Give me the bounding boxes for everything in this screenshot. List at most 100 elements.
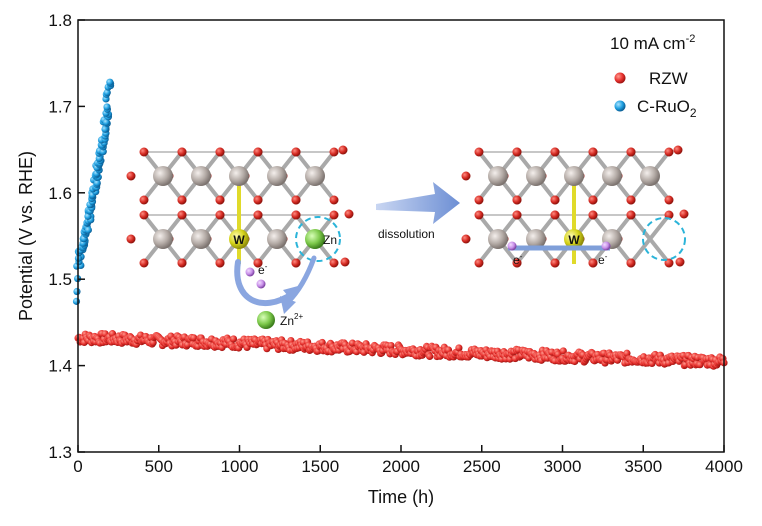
metal-atom	[153, 166, 173, 186]
zn-label: Zn	[323, 233, 337, 247]
metal-atom	[267, 229, 287, 249]
oxygen-atom	[344, 209, 354, 219]
dissolution-arrow	[376, 182, 460, 224]
zn-ion-sup: 2+	[294, 312, 303, 321]
oxygen-atom	[512, 147, 522, 157]
oxygen-atom	[512, 258, 522, 268]
inset-illustration: W Zn W dissolution Zn2+ e- e- e-	[126, 145, 689, 329]
metal-atom	[640, 166, 660, 186]
ruo2-point	[73, 287, 81, 296]
metal-atom	[267, 166, 287, 186]
oxygen-atom	[139, 258, 149, 268]
electron-sup: -	[520, 252, 523, 261]
oxygen-atom	[291, 258, 301, 268]
rzw-point	[183, 341, 192, 349]
oxygen-atom	[215, 147, 225, 157]
oxygen-atom	[177, 210, 187, 220]
lattice-before: W Zn	[126, 145, 354, 268]
y-tick-label: 1.7	[48, 97, 72, 116]
ruo2-point	[102, 118, 110, 126]
oxygen-atom	[177, 258, 187, 268]
legend-ruo2-label: C-RuO2	[637, 97, 697, 120]
oxygen-atom	[474, 147, 484, 157]
legend-title-sup: -2	[686, 33, 696, 45]
ruo2-point	[93, 179, 101, 187]
oxygen-atom	[253, 195, 263, 205]
oxygen-atom	[512, 195, 522, 205]
oxygen-atom	[588, 258, 598, 268]
zn-ion-sphere	[257, 311, 275, 329]
electron-sup: -	[265, 262, 268, 271]
oxygen-atom	[679, 209, 689, 219]
oxygen-atom	[626, 258, 636, 268]
oxygen-atom	[177, 195, 187, 205]
metal-atom	[191, 166, 211, 186]
oxygen-atom	[588, 210, 598, 220]
oxygen-atom	[177, 147, 187, 157]
electron-sphere	[601, 241, 611, 251]
zn-ion-label: Zn2+	[280, 312, 303, 328]
oxygen-atom	[588, 195, 598, 205]
legend-rzw-label: RZW	[649, 69, 688, 88]
ruo2-point	[106, 78, 114, 86]
rzw-point	[387, 341, 395, 350]
y-tick-label: 1.5	[48, 270, 72, 289]
oxygen-atom	[673, 145, 683, 155]
ruo2-point	[101, 125, 109, 133]
metal-atom	[229, 166, 249, 186]
x-tick-label: 1000	[221, 457, 259, 476]
metal-atom	[488, 166, 508, 186]
ruo2-point	[72, 297, 81, 305]
oxygen-atom	[215, 258, 225, 268]
electron-sphere	[245, 267, 255, 277]
oxygen-atom	[474, 258, 484, 268]
x-tick-label: 1500	[301, 457, 339, 476]
oxygen-atom	[512, 210, 522, 220]
legend-ruo2-base: C-RuO	[637, 97, 690, 116]
oxygen-atom	[139, 195, 149, 205]
metal-atom	[526, 229, 546, 249]
oxygen-atom	[626, 147, 636, 157]
oxygen-atom	[340, 257, 350, 267]
rzw-point	[426, 352, 434, 361]
y-axis-title: Potential (V vs. RHE)	[16, 151, 36, 321]
x-tick-label: 2500	[463, 457, 501, 476]
oxygen-atom	[338, 145, 348, 155]
oxygen-atom	[139, 147, 149, 157]
electron-sup: -	[605, 252, 608, 261]
oxygen-atom	[139, 210, 149, 220]
x-tick-label: 0	[73, 457, 82, 476]
legend: 10 mA cm-2 RZW C-RuO2	[610, 33, 697, 120]
metal-atom	[488, 229, 508, 249]
lattice-bond	[629, 213, 652, 241]
y-tick-label: 1.6	[48, 184, 72, 203]
series-layer	[72, 78, 728, 370]
zn-atom	[305, 229, 325, 249]
rzw-point	[455, 344, 463, 352]
tick-layer: 0 500 1000 1500 2000 2500 3000 3500 4000 1.3 1.4 1.…	[48, 11, 743, 476]
oxygen-atom	[215, 195, 225, 205]
electron-label-left: e-	[258, 262, 268, 277]
oxygen-atom	[675, 257, 685, 267]
oxygen-atom	[550, 147, 560, 157]
ruo2-point	[103, 103, 111, 111]
oxygen-atom	[474, 195, 484, 205]
ruo2-point	[95, 154, 103, 163]
series-rzw	[74, 329, 728, 370]
w-atom	[229, 229, 249, 249]
oxygen-atom	[126, 234, 136, 244]
electron-label-right-b: e-	[598, 252, 608, 267]
oxygen-atom	[461, 234, 471, 244]
zn-site-dashed-circle	[295, 216, 341, 262]
oxygen-atom	[329, 258, 339, 268]
legend-title: 10 mA cm-2	[610, 33, 695, 53]
y-tick-label: 1.4	[48, 357, 72, 376]
oxygen-atom	[253, 258, 263, 268]
oxygen-atom	[291, 195, 301, 205]
oxygen-atom	[253, 147, 263, 157]
electron-sphere	[256, 279, 266, 289]
oxygen-atom	[550, 210, 560, 220]
w-atom	[564, 229, 584, 249]
ruo2-point	[84, 226, 92, 234]
